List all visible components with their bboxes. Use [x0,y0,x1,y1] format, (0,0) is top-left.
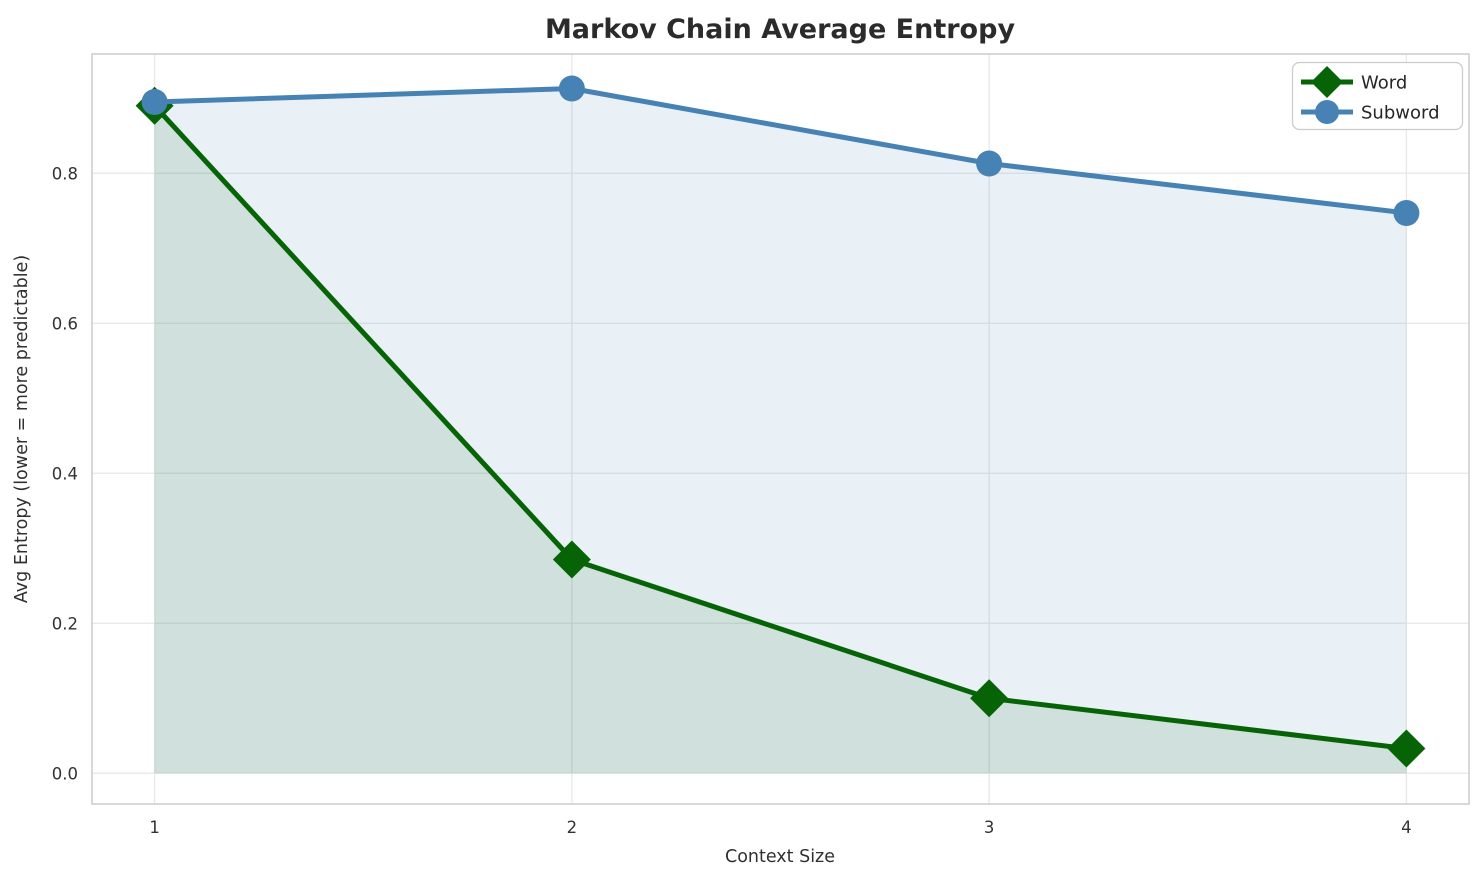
y-tick-label: 0.2 [52,614,78,633]
plot-border [91,53,1470,805]
legend-entry-subword: Subword [1301,100,1440,124]
grid-lines [92,54,1469,804]
word-point-marker [970,679,1009,718]
legend-entry-word: Word [1301,66,1407,98]
word-point-marker [1387,729,1426,768]
plot-background [92,54,1469,804]
subword-area-fill [154,88,1407,774]
subword-point-marker [1393,200,1420,226]
word-line [152,103,1409,751]
y-tick-label: 0.4 [52,464,78,483]
y-axis-label: Avg Entropy (lower = more predictable) [12,255,32,603]
word-area-fill [154,105,1407,774]
y-tick-label: 0.6 [52,314,78,333]
legend-label-word: Word [1361,73,1407,94]
x-tick-label: 2 [567,818,578,837]
word-diamond-icon [1311,66,1343,98]
x-tick-label: 4 [1401,818,1412,837]
y-tick-label: 0.8 [52,164,78,183]
axis-tick-labels: 0.0 0.2 0.4 0.6 0.8 1 2 3 4 [52,164,1412,837]
x-axis-label: Context Size [725,847,835,867]
subword-point-marker [141,89,168,115]
legend: Word Subword [1291,61,1464,131]
subword-line [152,86,1409,216]
data-series [135,75,1426,768]
legend-label-subword: Subword [1361,103,1440,124]
subword-circle-icon [1315,100,1339,124]
subword-point-marker [976,150,1003,177]
word-point-marker [552,540,591,579]
chart-title: Markov Chain Average Entropy [545,14,1016,45]
y-tick-label: 0.0 [52,764,78,783]
x-tick-label: 3 [984,818,995,837]
subword-point-marker [558,75,585,102]
x-tick-label: 1 [149,818,160,837]
area-fills [154,88,1407,774]
